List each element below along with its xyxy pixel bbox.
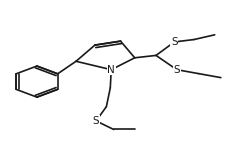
Text: N: N [108, 65, 115, 75]
Text: S: S [173, 65, 180, 75]
Text: S: S [171, 37, 178, 47]
Text: S: S [93, 116, 99, 126]
